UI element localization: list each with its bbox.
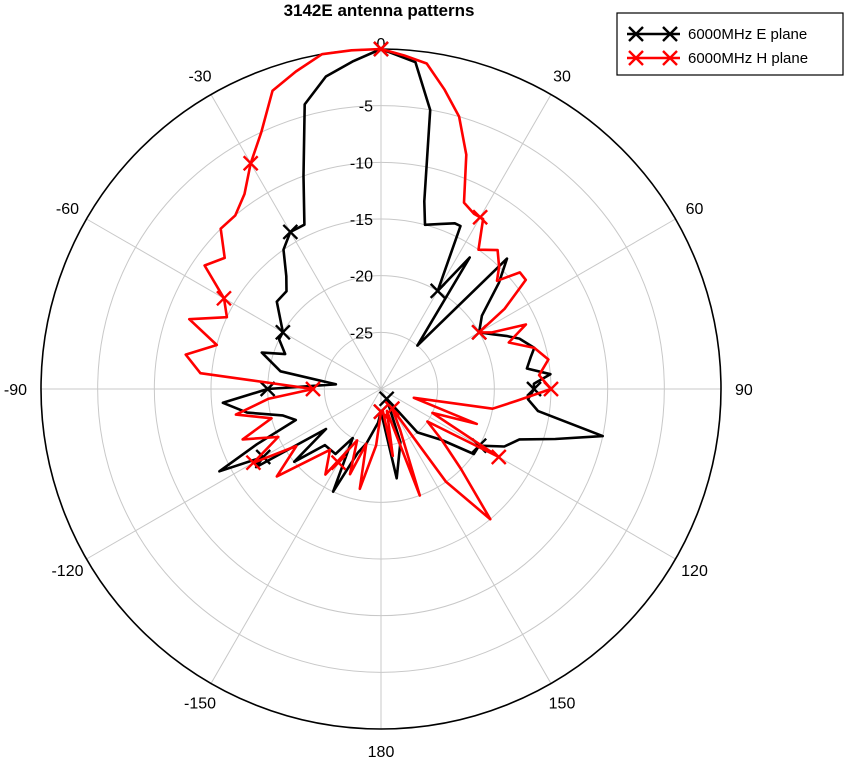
grid-spoke	[380, 218, 676, 390]
series-marker-stroke	[628, 50, 644, 66]
radial-tick-label: -5	[359, 99, 373, 116]
legend-marker	[628, 26, 644, 42]
series-marker	[471, 324, 487, 341]
series-marker-stroke	[628, 26, 644, 42]
grid-spoke	[380, 94, 552, 390]
grid-spoke	[210, 94, 382, 390]
series-marker	[373, 41, 389, 57]
angle-tick-label: 0	[377, 36, 386, 53]
radial-tick-label: -20	[350, 269, 373, 286]
angle-tick-label: -90	[4, 382, 27, 399]
angle-tick-label: 30	[553, 68, 571, 85]
series-marker-stroke	[526, 381, 542, 397]
series-marker	[216, 290, 232, 307]
series-marker	[242, 155, 259, 172]
series-line	[218, 47, 605, 494]
series-marker	[378, 390, 395, 407]
legend-entries: 6000MHz E plane 6000MHz H plane	[627, 26, 808, 67]
legend-label: 6000MHz H plane	[688, 50, 808, 67]
series-marker	[543, 381, 559, 397]
series-marker	[275, 324, 291, 341]
series-marker-stroke	[490, 449, 507, 465]
series-line	[184, 47, 553, 521]
angle-tick-label: -150	[184, 696, 216, 713]
grid-spoke	[86, 388, 382, 560]
series-h-plane	[184, 41, 559, 521]
polar-grid	[40, 48, 722, 730]
legend-marker	[662, 26, 678, 42]
angle-tick-label: 120	[681, 563, 708, 580]
series-e-plane	[218, 41, 605, 494]
grid-spoke	[380, 388, 552, 684]
series-marker-stroke	[471, 324, 487, 341]
series-layer	[184, 41, 605, 521]
legend-marker	[662, 50, 678, 66]
series-marker-stroke	[216, 290, 232, 307]
series-marker	[282, 224, 299, 240]
angle-tick-label: 90	[735, 382, 753, 399]
legend-entry: 6000MHz H plane	[627, 50, 808, 67]
series-marker-stroke	[330, 454, 347, 471]
series-marker-stroke	[245, 454, 262, 471]
series-marker	[384, 400, 401, 417]
grid-spoke	[86, 218, 382, 390]
series-marker-stroke	[373, 41, 389, 57]
series-marker-stroke	[242, 155, 259, 172]
legend-label: 6000MHz E plane	[688, 26, 807, 43]
series-marker	[429, 283, 446, 299]
series-marker-stroke	[662, 26, 678, 42]
angle-tick-label: 180	[368, 744, 395, 761]
series-marker	[245, 454, 262, 471]
radial-tick-label: -10	[350, 155, 373, 172]
legend-box	[616, 12, 844, 76]
series-marker-stroke	[662, 50, 678, 66]
series-marker-stroke	[282, 224, 299, 240]
series-marker-stroke	[275, 324, 291, 341]
radial-tick-labels: -25 -20 -15 -10 -5	[350, 99, 373, 343]
angle-tick-label: -120	[51, 563, 83, 580]
series-marker-stroke	[429, 283, 446, 299]
series-marker	[373, 403, 389, 420]
angle-tick-label: 150	[549, 696, 576, 713]
grid-spoke	[380, 388, 676, 560]
series-marker-stroke	[305, 381, 321, 397]
series-marker-stroke	[384, 400, 401, 417]
series-marker	[330, 454, 347, 471]
grid-spoke	[210, 388, 382, 684]
series-marker	[305, 381, 321, 397]
series-marker-stroke	[373, 403, 389, 420]
legend: 6000MHz E plane 6000MHz H plane	[616, 12, 844, 76]
legend-marker	[628, 50, 644, 66]
radial-tick-label: -15	[350, 212, 373, 229]
chart-title: 3142E antenna patterns	[284, 1, 475, 20]
series-marker-stroke	[472, 209, 489, 226]
radial-tick-label: -25	[350, 325, 373, 342]
angle-tick-label: -60	[56, 201, 79, 218]
series-marker	[472, 209, 489, 226]
angle-tick-labels: 0 30 60 90 120 150 180 -150 -120 -90 -60 -30	[4, 36, 753, 761]
series-marker-stroke	[543, 381, 559, 397]
series-marker-stroke	[378, 390, 395, 407]
angle-tick-label: -30	[188, 68, 211, 85]
legend-entry: 6000MHz E plane	[627, 26, 807, 43]
series-marker	[490, 449, 507, 465]
series-marker-stroke	[471, 437, 487, 454]
angle-tick-label: 60	[686, 201, 704, 218]
